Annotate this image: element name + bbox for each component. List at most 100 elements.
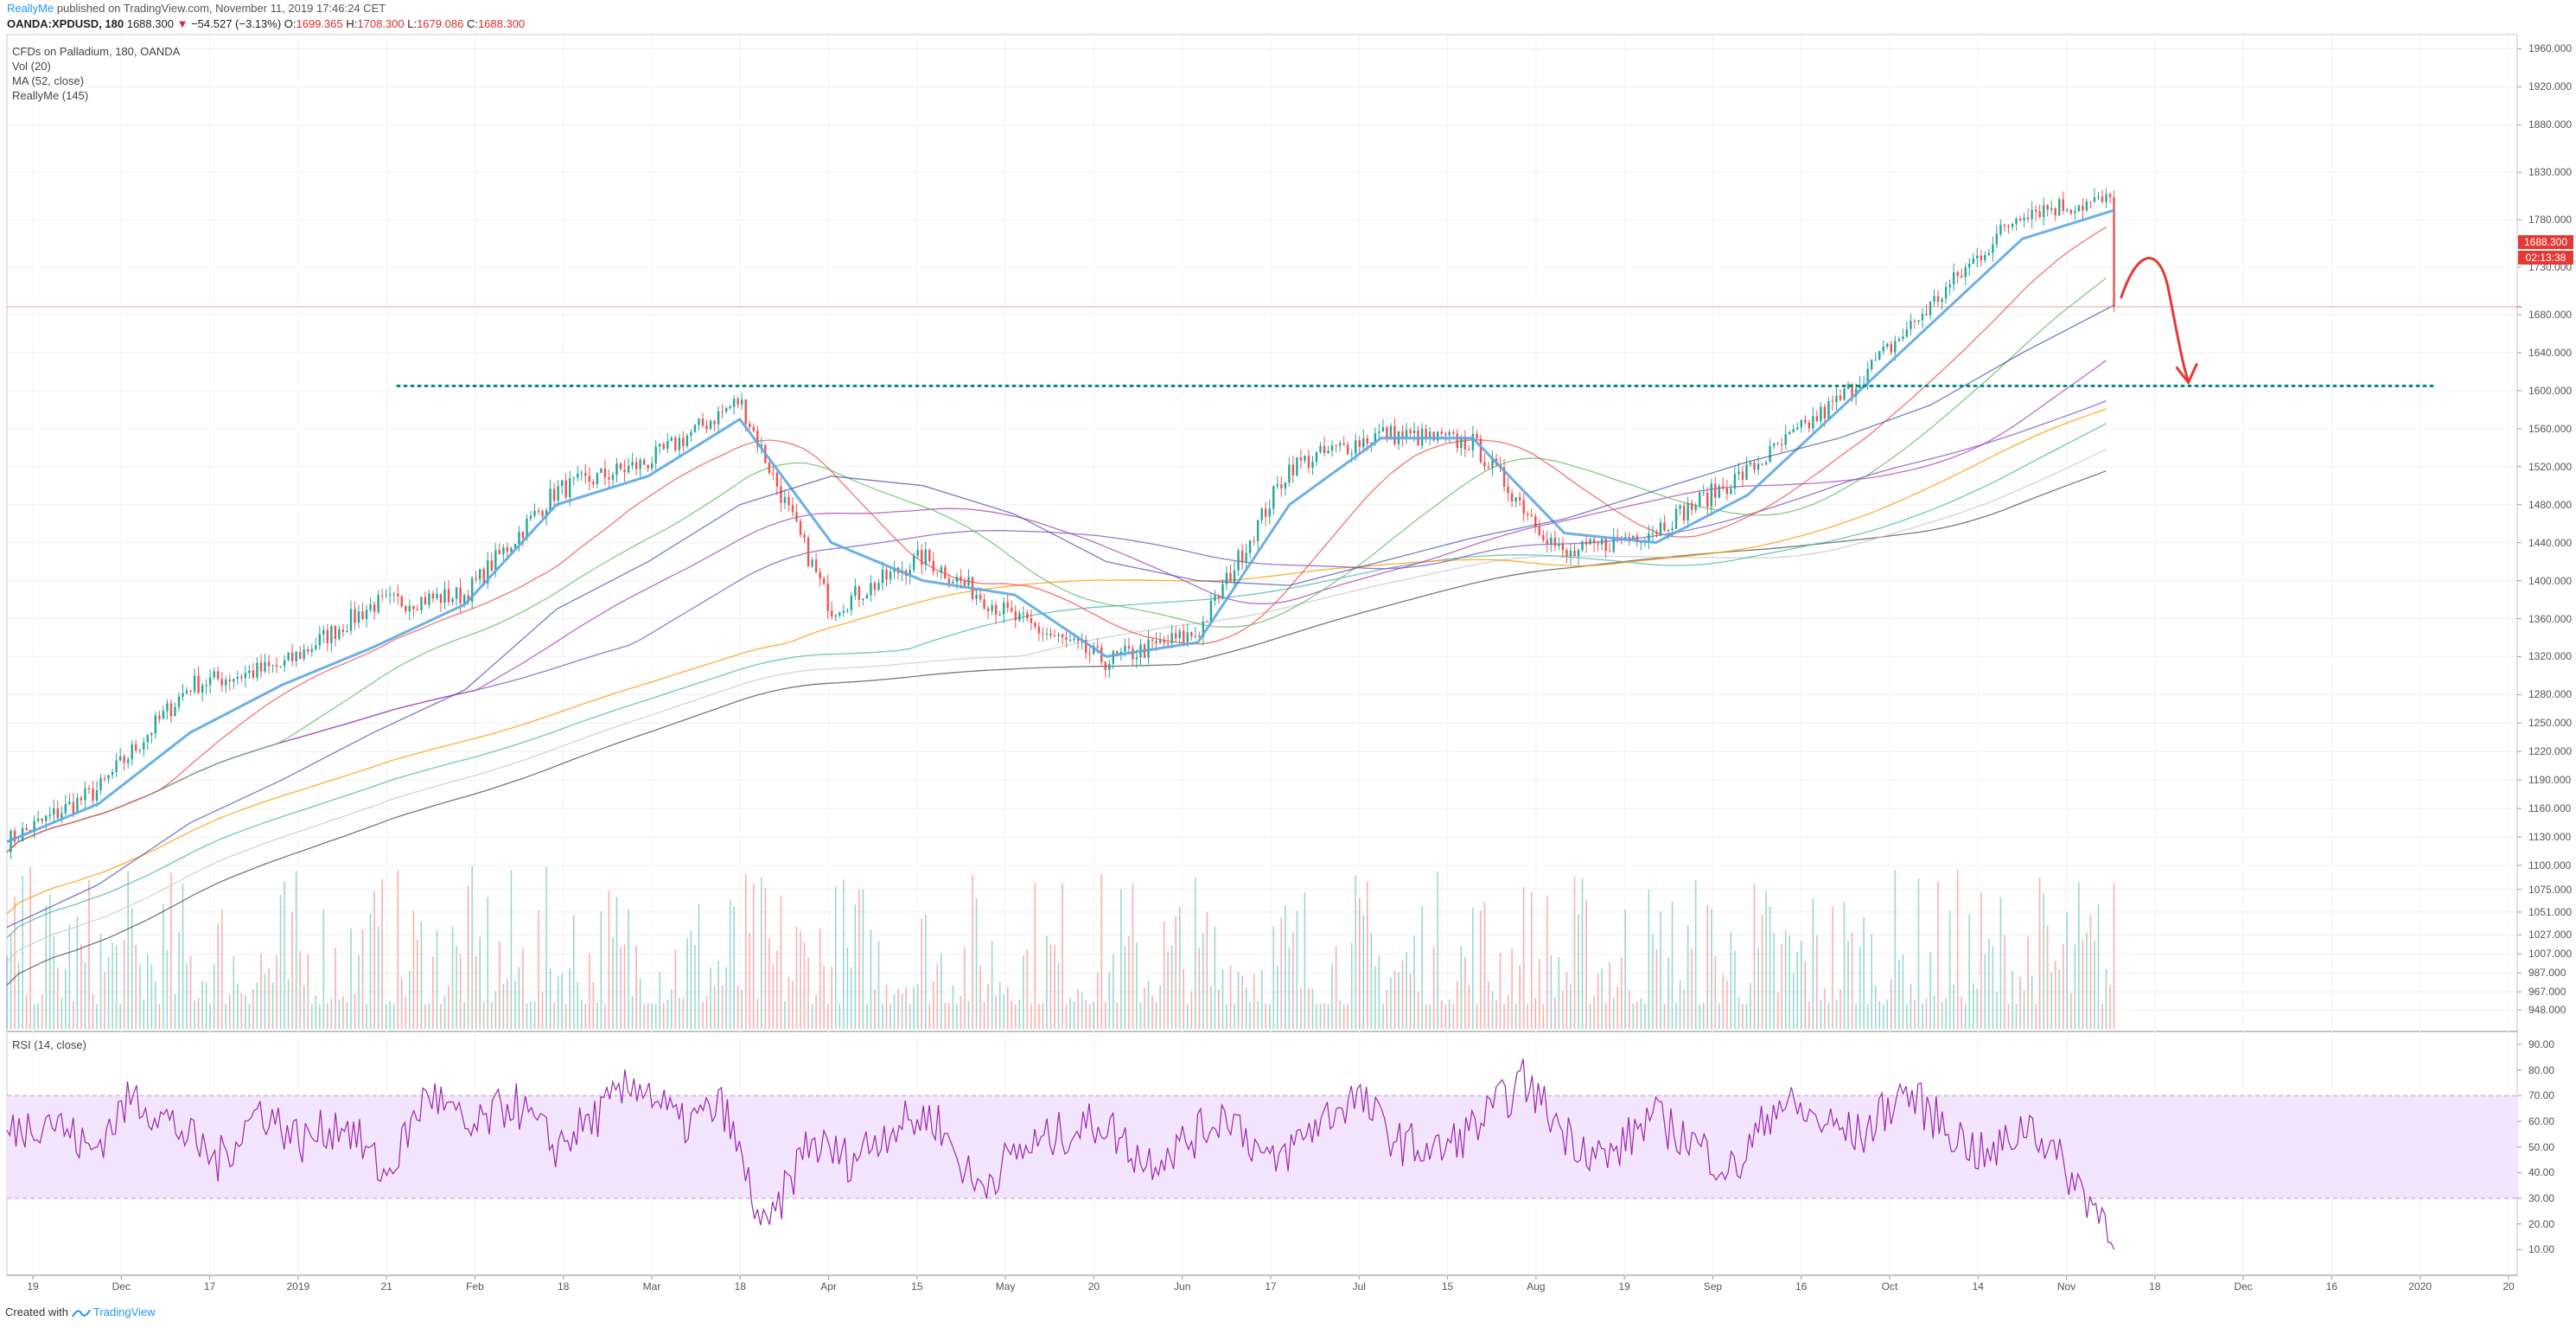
candle-body bbox=[1127, 646, 1131, 648]
candle-body bbox=[572, 477, 575, 479]
candle-body bbox=[80, 797, 83, 801]
candle-body bbox=[349, 609, 353, 631]
candle-body bbox=[338, 629, 341, 639]
candle-body bbox=[1636, 535, 1639, 543]
candle-body bbox=[1995, 233, 1999, 245]
candle-body bbox=[1960, 276, 1963, 278]
candle-body bbox=[264, 661, 266, 672]
candle-body bbox=[1522, 500, 1525, 514]
candle-body bbox=[1014, 610, 1017, 621]
candle-body bbox=[197, 675, 200, 693]
candle-body bbox=[1037, 626, 1041, 634]
candle-body bbox=[213, 671, 215, 678]
ohlc-low: 1679.086 bbox=[417, 17, 464, 30]
candle-body bbox=[33, 820, 35, 833]
candle-body bbox=[1936, 296, 1940, 303]
candle-body bbox=[1428, 431, 1431, 438]
candle-body bbox=[510, 547, 513, 552]
candle-body bbox=[713, 420, 716, 425]
candle-body bbox=[240, 676, 243, 679]
candle-body bbox=[84, 788, 86, 801]
candle-body bbox=[1823, 406, 1827, 419]
legend-volume[interactable]: Vol (20) bbox=[12, 60, 51, 73]
candle-body bbox=[1260, 508, 1263, 520]
moving-average-line bbox=[6, 449, 2107, 962]
candle-body bbox=[1827, 401, 1830, 419]
candle-body bbox=[290, 652, 294, 661]
rsi-tick-label: 30.00 bbox=[2528, 1191, 2555, 1204]
candle-body bbox=[608, 477, 610, 480]
candle-body bbox=[1769, 445, 1771, 463]
rsi-tick-label: 20.00 bbox=[2528, 1217, 2555, 1230]
candle-body bbox=[2058, 199, 2061, 215]
candle-body bbox=[1158, 640, 1162, 643]
price-tick-label: 1600.000 bbox=[2528, 384, 2573, 397]
candle-body bbox=[95, 790, 99, 801]
candle-body bbox=[603, 468, 607, 478]
candle-body bbox=[549, 488, 552, 511]
candle-body bbox=[61, 813, 63, 819]
legend-reallyme[interactable]: ReallyMe (145) bbox=[12, 89, 89, 102]
candle-body bbox=[1910, 321, 1912, 329]
candle-body bbox=[385, 595, 387, 597]
candle-body bbox=[1409, 430, 1412, 433]
candle-body bbox=[1612, 536, 1615, 552]
candle-body bbox=[1214, 595, 1216, 601]
candle-body bbox=[1976, 255, 1979, 259]
time-tick-label: Jun bbox=[1174, 1280, 1191, 1293]
candle-body bbox=[459, 587, 462, 603]
candle-body bbox=[854, 586, 857, 596]
candle-body bbox=[330, 626, 333, 644]
candle-body bbox=[193, 675, 196, 692]
candle-body bbox=[17, 840, 20, 842]
time-tick-label: 17 bbox=[1265, 1280, 1277, 1293]
candle-body bbox=[1240, 550, 1244, 563]
candle-body bbox=[1730, 488, 1732, 495]
footer: Created with TradingView bbox=[5, 1306, 156, 1318]
candle-body bbox=[1589, 539, 1591, 545]
candle-body bbox=[298, 652, 302, 660]
price-tick-label: 1220.000 bbox=[2528, 745, 2573, 758]
candle-body bbox=[1550, 537, 1553, 545]
candle-body bbox=[619, 463, 622, 469]
candle-body bbox=[1330, 445, 1334, 451]
legend-rsi[interactable]: RSI (14, close) bbox=[12, 1038, 86, 1051]
time-tick-label: 20 bbox=[1087, 1280, 1100, 1293]
price-tick-label: 1780.000 bbox=[2528, 214, 2573, 227]
candle-body bbox=[592, 482, 595, 485]
candle-body bbox=[341, 629, 345, 632]
rsi-tick-label: 50.00 bbox=[2528, 1140, 2555, 1153]
candle-body bbox=[584, 473, 587, 476]
candle-body bbox=[1764, 462, 1768, 464]
candle-body bbox=[1253, 540, 1255, 541]
legend-ma[interactable]: MA (52, close) bbox=[12, 74, 85, 87]
candle-body bbox=[2093, 197, 2096, 202]
candle-body bbox=[2003, 225, 2006, 227]
candle-body bbox=[1202, 621, 1205, 637]
candle-body bbox=[1878, 351, 1881, 361]
candle-body bbox=[68, 801, 71, 804]
author-link[interactable]: ReallyMe bbox=[7, 2, 54, 15]
tradingview-brand[interactable]: TradingView bbox=[93, 1306, 156, 1318]
time-tick-label: 21 bbox=[380, 1280, 392, 1293]
candle-body bbox=[2042, 205, 2045, 217]
candle-body bbox=[799, 520, 802, 535]
time-tick-label: Aug bbox=[1527, 1280, 1546, 1293]
candle-body bbox=[701, 418, 705, 426]
tradingview-logo-icon[interactable] bbox=[71, 1308, 91, 1318]
candle-body bbox=[1225, 572, 1228, 584]
candle-body bbox=[424, 597, 427, 605]
candle-body bbox=[2018, 218, 2022, 220]
candle-body bbox=[1648, 533, 1650, 541]
candle-body bbox=[1217, 595, 1221, 599]
candle-body bbox=[545, 510, 548, 517]
candle-body bbox=[803, 534, 806, 539]
candle-body bbox=[1925, 314, 1928, 316]
candle-body bbox=[1088, 653, 1091, 654]
price-tick-label: 1640.000 bbox=[2528, 346, 2573, 359]
candle-body bbox=[659, 444, 661, 447]
candle-body bbox=[1487, 466, 1490, 468]
candle-body bbox=[126, 759, 130, 763]
candle-body bbox=[678, 437, 681, 450]
